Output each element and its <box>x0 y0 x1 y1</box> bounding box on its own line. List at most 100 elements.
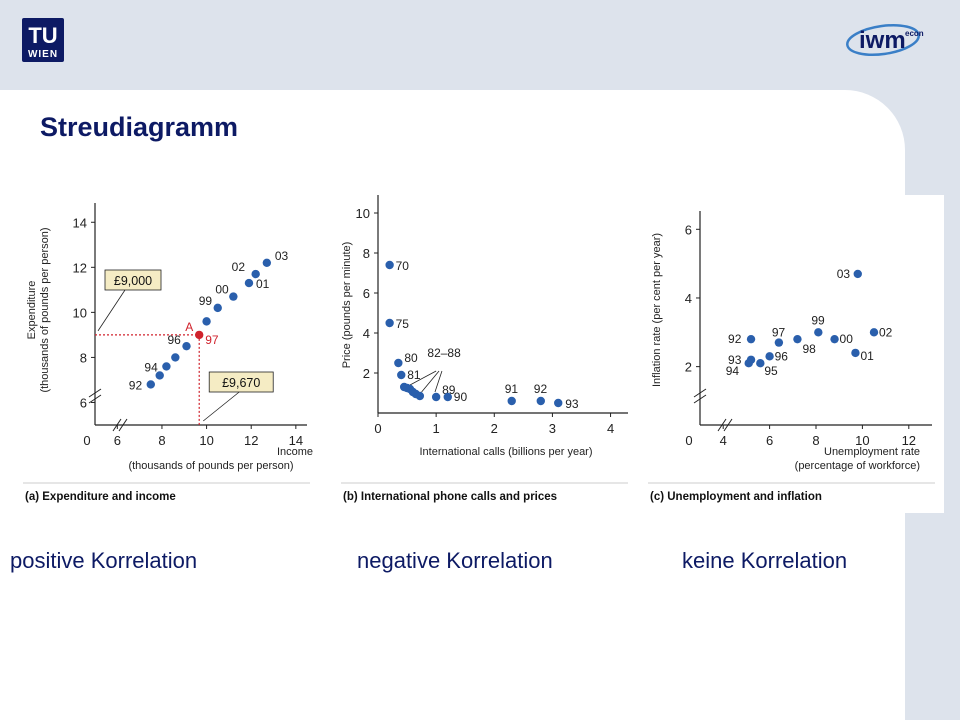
data-point-label: 96 <box>775 349 789 363</box>
data-point <box>765 352 774 361</box>
data-point-label: 94 <box>144 360 158 374</box>
data-point <box>262 258 272 268</box>
data-point-label: 93 <box>565 397 579 411</box>
data-point <box>851 348 860 358</box>
data-point <box>830 334 839 344</box>
y-tick-label: 14 <box>73 215 87 230</box>
data-point-label: 00 <box>840 332 854 346</box>
data-point-label: 03 <box>837 267 851 281</box>
data-point <box>397 370 406 380</box>
y-axis-title: Expenditure <box>26 281 38 340</box>
data-point <box>536 396 545 406</box>
data-point-label: 92 <box>728 332 742 346</box>
data-point-label: 94 <box>726 364 740 378</box>
x-tick-label: 6 <box>114 433 121 448</box>
range-pointer <box>409 370 443 393</box>
y-tick-label: 10 <box>73 305 87 320</box>
x-tick-label: 0 <box>374 421 381 436</box>
data-point <box>171 353 180 362</box>
data-point-label: 81 <box>407 368 421 382</box>
x-tick-label: 14 <box>289 433 303 448</box>
y-tick-label: 4 <box>363 326 370 341</box>
caption-positive: positive Korrelation <box>10 548 198 573</box>
data-point-label: 96 <box>167 333 181 347</box>
data-point-label: 00 <box>215 283 229 297</box>
data-point-label: 98 <box>802 342 816 356</box>
data-point-label: 80 <box>404 351 418 365</box>
callout-box-expenditure <box>104 269 162 291</box>
data-point-label: 01 <box>256 277 270 291</box>
x-tick-label: 8 <box>812 433 819 448</box>
panel-caption: (a) Expenditure and income <box>25 491 176 503</box>
data-point-label: 93 <box>728 353 742 367</box>
data-point <box>251 269 260 279</box>
data-point <box>793 334 802 344</box>
x-tick-label: 1 <box>433 421 440 436</box>
y-tick-label: 12 <box>73 260 87 275</box>
x-axis-title: (thousands of pounds per person) <box>128 460 293 472</box>
data-point <box>507 396 516 406</box>
data-point <box>869 328 879 337</box>
iwm-logo-text: iwm <box>859 27 906 54</box>
data-point <box>744 359 753 368</box>
y-tick-label: 4 <box>685 291 692 306</box>
data-point <box>202 317 211 326</box>
data-point <box>394 358 403 368</box>
y-axis-break <box>693 388 707 404</box>
data-point <box>814 328 823 337</box>
data-point-label: 97 <box>772 326 786 340</box>
range-label: 82–88 <box>427 346 461 360</box>
x-axis-break <box>717 418 733 432</box>
data-point <box>756 359 765 368</box>
iwm-logo-sup: econ <box>905 29 924 38</box>
data-point-label: 99 <box>199 294 213 308</box>
slide-header-band <box>0 0 960 90</box>
y-tick-label: 8 <box>363 246 370 261</box>
y-tick-label: 8 <box>80 350 87 365</box>
x-tick-label: 4 <box>720 433 727 448</box>
data-point-label: 95 <box>764 364 778 378</box>
y-tick-label: 2 <box>685 360 692 375</box>
x-axis-title: Unemployment rate <box>824 446 920 458</box>
y-axis-title: Price (pounds per minute) <box>341 242 353 369</box>
x-tick-label: 0 <box>685 433 692 448</box>
y-axis-title: Inflation rate (per cent per year) <box>651 233 663 387</box>
data-point <box>182 341 191 351</box>
y-tick-label: 2 <box>363 366 370 381</box>
x-tick-label: 10 <box>199 433 213 448</box>
callout-pointer <box>202 391 240 422</box>
x-tick-label: 12 <box>244 433 258 448</box>
data-point-label: 97 <box>205 333 219 347</box>
iwm-econ-logo: iwm econ <box>846 24 924 56</box>
data-point <box>746 334 756 344</box>
data-point <box>213 303 222 313</box>
callout-box-income <box>208 371 274 393</box>
data-point-label: 70 <box>396 259 410 273</box>
highlight-point-letter: A <box>185 320 193 334</box>
tu-logo-line2: WIEN <box>28 49 58 60</box>
data-point-label: 01 <box>860 349 874 363</box>
data-point <box>244 278 254 288</box>
data-point <box>431 392 441 402</box>
data-point-label: 03 <box>275 249 289 263</box>
data-point-label: 92 <box>534 382 548 396</box>
data-point <box>415 391 425 401</box>
y-tick-label: 10 <box>356 206 370 221</box>
data-point-label: 02 <box>232 260 246 274</box>
caption-none: keine Korrelation <box>682 548 848 573</box>
data-point <box>385 260 394 270</box>
panel-caption: (c) Unemployment and inflation <box>650 491 822 503</box>
data-point-label: 92 <box>129 378 143 392</box>
x-tick-label: 2 <box>491 421 498 436</box>
callout-income: £9,670 <box>222 376 260 390</box>
data-point-label: 99 <box>811 313 825 327</box>
slide-title: Streudiagramm <box>40 112 239 142</box>
y-tick-label: 6 <box>363 286 370 301</box>
x-tick-label: 6 <box>766 433 773 448</box>
x-tick-label: 12 <box>902 433 916 448</box>
y-tick-label: 6 <box>685 222 692 237</box>
data-point <box>774 338 784 347</box>
x-axis-title: (percentage of workforce) <box>795 460 920 472</box>
